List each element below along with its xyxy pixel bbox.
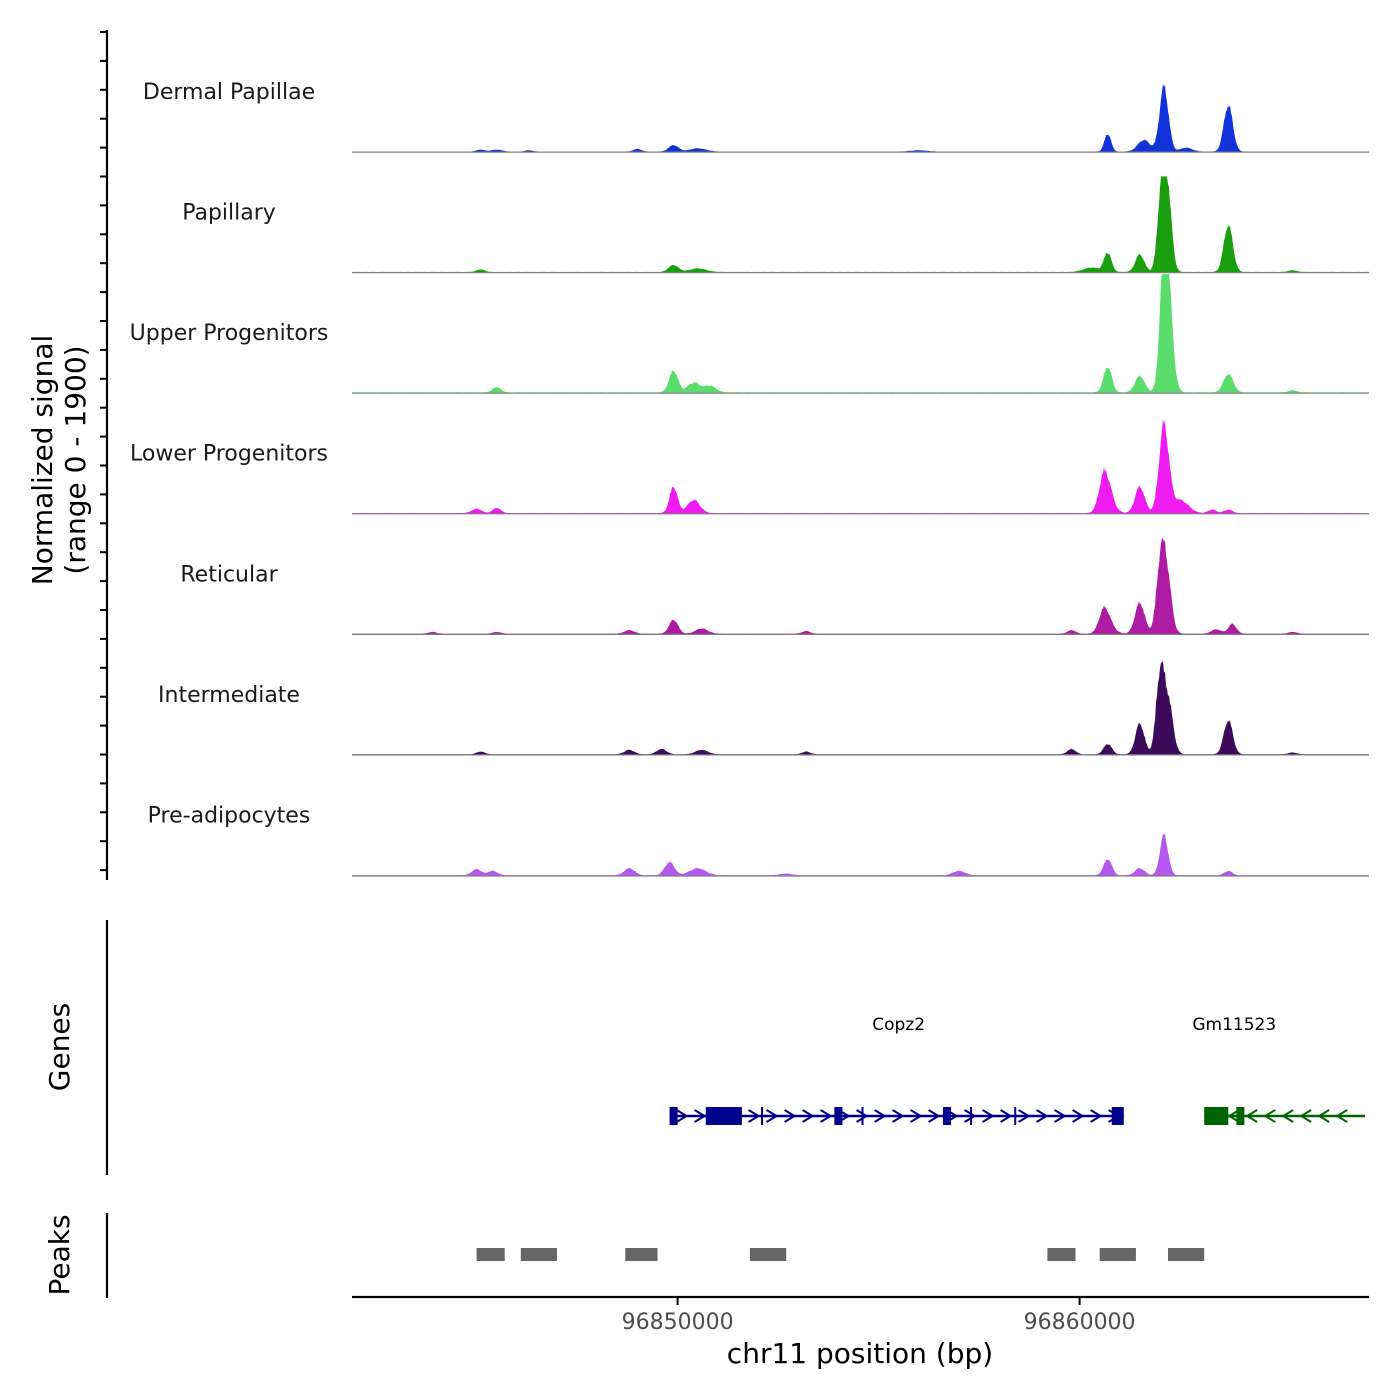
strand-arrow [1072, 1109, 1085, 1123]
track-label: Pre-adipocytes [148, 803, 311, 828]
coverage-track: Pre-adipocytes [148, 803, 1369, 877]
peak-region [520, 1248, 557, 1261]
strand-arrow [892, 1109, 905, 1123]
strand-arrow [1317, 1109, 1330, 1123]
coverage-area [352, 419, 1369, 514]
x-tick-label: 96850000 [622, 1310, 734, 1335]
track-label: Dermal Papillae [143, 80, 315, 105]
exon [669, 1107, 678, 1125]
x-axis-ticks: 96850000 96860000 [622, 1297, 1136, 1335]
strand-arrow [1281, 1109, 1294, 1123]
strand-arrow [910, 1109, 923, 1123]
track-label: Upper Progenitors [130, 321, 329, 346]
strand-arrow [676, 1109, 689, 1123]
track-label: Lower Progenitors [130, 442, 328, 467]
strand-arrow [1335, 1109, 1348, 1123]
exon [705, 1107, 742, 1125]
strand-arrow [1090, 1109, 1103, 1123]
strand-arrow [766, 1109, 779, 1123]
exon [1236, 1107, 1245, 1125]
strand-arrow [964, 1109, 977, 1123]
strand-arrow [820, 1109, 833, 1123]
peak-region [1099, 1248, 1136, 1261]
coverage-area [352, 538, 1369, 635]
x-axis-title: chr11 position (bp) [727, 1337, 993, 1370]
strand-arrow [1000, 1109, 1013, 1123]
strand-arrow [1245, 1109, 1258, 1123]
coverage-track: Intermediate [158, 661, 1369, 756]
exon [1204, 1107, 1229, 1125]
gene-track: Copz2 Gm11523 [669, 1015, 1365, 1125]
peak-region [750, 1248, 787, 1261]
strand-arrow [928, 1109, 941, 1123]
strand-arrow [784, 1109, 797, 1123]
strand-arrow [802, 1109, 815, 1123]
exon [834, 1107, 843, 1125]
y-axis-title-line1: Normalized signal [26, 335, 59, 586]
track-label: Papillary [182, 201, 276, 226]
track-label: Intermediate [158, 683, 300, 708]
strand-arrow [856, 1109, 869, 1123]
gene-label: Gm11523 [1192, 1015, 1276, 1035]
coverage-track: Upper Progenitors [130, 274, 1369, 394]
strand-arrow [748, 1109, 761, 1123]
coverage-track: Reticular [180, 538, 1369, 636]
peak-region [625, 1248, 658, 1261]
strand-arrow [1227, 1109, 1240, 1123]
strand-arrow [694, 1109, 707, 1123]
strand-arrow [1018, 1109, 1031, 1123]
gene-label: Copz2 [872, 1015, 925, 1035]
strand-arrow [1054, 1109, 1067, 1123]
gene-model: Copz2 [669, 1015, 1124, 1125]
coverage-area [352, 83, 1369, 153]
peaks-axis-title: Peaks [43, 1214, 76, 1295]
strand-arrow [1263, 1109, 1276, 1123]
y-axis-title-line2: (range 0 - 1900) [59, 345, 92, 574]
coverage-track: Lower Progenitors [130, 419, 1369, 515]
coverage-area [352, 661, 1369, 755]
exon [942, 1107, 951, 1125]
strand-arrow [874, 1109, 887, 1123]
peak-track [476, 1248, 1205, 1261]
strand-arrow [1036, 1109, 1049, 1123]
coverage-area [352, 274, 1369, 394]
exon [1111, 1107, 1124, 1125]
coverage-track: Dermal Papillae [143, 80, 1369, 153]
x-tick-label: 96860000 [1024, 1310, 1136, 1335]
coverage-area [352, 176, 1369, 273]
track-label: Reticular [180, 562, 278, 587]
coverage-y-ticks [100, 31, 107, 872]
strand-arrow [1299, 1109, 1312, 1123]
strand-arrow [982, 1109, 995, 1123]
genes-axis-title: Genes [43, 1003, 76, 1091]
coverage-track: Papillary [182, 176, 1369, 274]
coverage-tracks: Dermal Papillae Papillary Upper Progenitor… [130, 80, 1369, 877]
gene-model: Gm11523 [1192, 1015, 1365, 1125]
peak-region [1168, 1248, 1205, 1261]
coverage-area [352, 833, 1369, 876]
peak-region [1047, 1248, 1076, 1261]
peak-region [476, 1248, 505, 1261]
